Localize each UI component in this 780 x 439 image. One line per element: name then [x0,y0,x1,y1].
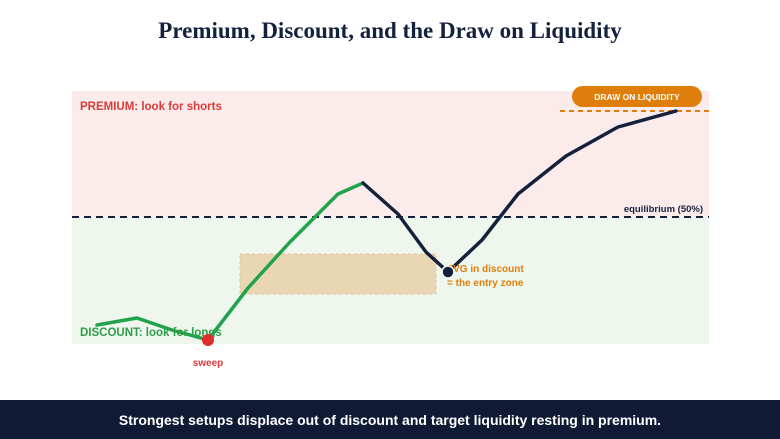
draw-on-liquidity-badge [572,86,702,107]
sweep-label: sweep [193,358,224,369]
price-diagram: PREMIUM: look for shorts DISCOUNT: look … [72,86,709,369]
fvg-label-line2: = the entry zone [447,278,524,289]
fvg-label-line1: FVG in discount [447,264,524,275]
premium-zone [72,91,709,217]
premium-label: PREMIUM: look for shorts [80,101,222,113]
footer-text: Strongest setups displace out of discoun… [118,411,662,428]
fvg-box [239,253,437,295]
sweep-dot [202,334,214,346]
footer-banner: Strongest setups displace out of discoun… [0,400,780,439]
equilibrium-label: equilibrium (50%) [624,204,703,215]
page-title: Premium, Discount, and the Draw on Liqui… [158,18,622,43]
price-path-continuation [361,109,678,274]
draw-on-liquidity-label: DRAW ON LIQUIDITY [594,92,680,102]
entry-dot [441,265,455,279]
price-path-impulse [95,181,365,342]
discount-label: DISCOUNT: look for longs [80,327,222,339]
